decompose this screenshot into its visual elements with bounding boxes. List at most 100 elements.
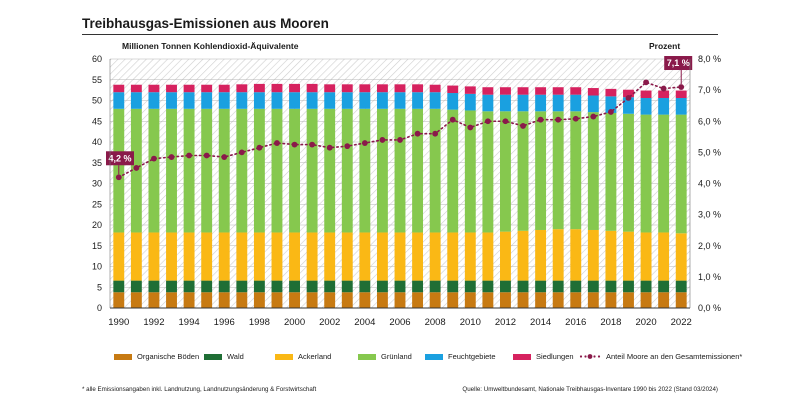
bar-segment [517, 280, 529, 293]
share-point [115, 174, 122, 181]
y-left-tick-label: 15 [92, 241, 102, 251]
share-point [502, 118, 509, 125]
y-right-tick-label: 4,0 % [698, 179, 721, 189]
bar-segment [201, 108, 213, 233]
legend-item: Ackerland [275, 352, 331, 361]
bar-segment [623, 231, 634, 281]
y-left-tick-label: 30 [92, 179, 102, 189]
bar-segment [253, 92, 265, 109]
bar-segment [517, 94, 529, 112]
y-left-tick-label: 0 [97, 303, 102, 313]
legend-item: Grünland [358, 352, 412, 361]
bar-segment [570, 229, 582, 281]
legend-label: Organische Böden [137, 352, 200, 361]
y-right-tick-label: 2,0 % [698, 241, 721, 251]
source-note: Quelle: Umweltbundesamt, Nationale Treib… [462, 386, 718, 393]
x-tick-label: 2016 [565, 317, 586, 328]
bar-segment [658, 232, 670, 281]
share-point [186, 152, 192, 159]
bar-segment [658, 90, 670, 99]
bar-segment [605, 112, 617, 231]
bar-segment [482, 292, 494, 308]
share-point [379, 137, 386, 143]
bar-segment [218, 232, 230, 281]
x-tick-label: 1998 [249, 317, 270, 328]
legend-item: Siedlungen [513, 352, 574, 361]
bar-segment [552, 94, 564, 112]
bar-segment [201, 92, 213, 109]
bar-segment [412, 232, 424, 281]
share-point [520, 123, 526, 129]
legend-item: Organische Böden [114, 352, 199, 361]
legend-item: Feuchtgebiete [425, 352, 496, 361]
bar-segment [324, 280, 336, 293]
bar-segment [640, 114, 652, 233]
bar-segment [552, 292, 564, 308]
share-point [221, 154, 228, 160]
bar-segment [605, 280, 617, 293]
legend-line-swatch [579, 354, 601, 359]
x-tick-label: 2002 [319, 317, 340, 328]
bar-segment [675, 90, 687, 99]
share-point [344, 143, 351, 150]
bar-segment [640, 292, 652, 308]
bar-segment [605, 88, 617, 97]
share-point [537, 116, 544, 123]
bar-segment [447, 280, 459, 293]
bar-segment [218, 92, 230, 109]
share-point [608, 109, 614, 115]
bar-segment [183, 232, 195, 281]
y-axis-right-label: Prozent [649, 41, 681, 51]
bar-segment [113, 292, 125, 308]
legend-label: Feuchtgebiete [448, 352, 496, 361]
bar-segment [447, 85, 459, 94]
x-tick-label: 1994 [179, 317, 200, 328]
y-axis-left-label: Millionen Tonnen Kohlendioxid-Äquivalent… [122, 41, 299, 51]
legend-swatch [358, 353, 376, 360]
bar-segment [201, 84, 213, 93]
bar-segment [623, 292, 634, 308]
share-point [326, 144, 333, 151]
bar-segment [148, 92, 160, 109]
legend-swatch [275, 353, 293, 360]
bar-segment [253, 232, 265, 281]
bar-segment [183, 92, 195, 109]
bar-segment [306, 232, 318, 281]
y-right-tick-label: 0,0 % [698, 303, 721, 313]
bar-segment [148, 280, 160, 293]
bar-segment [464, 280, 476, 293]
bar-segment [464, 292, 476, 308]
bar-segment [218, 108, 230, 233]
bar-segment [500, 231, 511, 281]
bar-segment [552, 87, 564, 95]
bar-segment [359, 280, 371, 293]
bar-segment [394, 232, 406, 281]
annotation-box [664, 56, 693, 71]
bar-segment [253, 83, 265, 93]
bar-segment [552, 280, 564, 293]
bar-segment [236, 292, 248, 308]
share-point [484, 118, 491, 125]
bar-segment [306, 280, 318, 293]
bar-segment [394, 280, 406, 293]
bar-segment [605, 96, 617, 113]
bar-segment [130, 280, 142, 293]
x-tick-label: 2000 [284, 317, 305, 328]
legend-item: Wald [204, 352, 244, 361]
bar-segment [359, 232, 371, 281]
bar-segment [675, 233, 687, 281]
bar-segment [324, 292, 336, 308]
legend-item-line: Anteil Moore an den Gesamtemissionen* [579, 352, 742, 361]
bar-segment [535, 292, 547, 308]
y-left-tick-label: 50 [92, 96, 102, 106]
bar-segment [675, 280, 687, 293]
legend-label: Ackerland [298, 352, 332, 361]
bar-segment [306, 108, 318, 233]
y-left-tick-label: 60 [92, 54, 102, 64]
bar-segment [324, 92, 336, 109]
share-point [256, 144, 263, 151]
x-tick-label: 2008 [425, 317, 446, 328]
bar-segment [359, 92, 371, 109]
y-right-tick-label: 8,0 % [698, 54, 721, 64]
y-right-tick-label: 5,0 % [698, 147, 721, 157]
